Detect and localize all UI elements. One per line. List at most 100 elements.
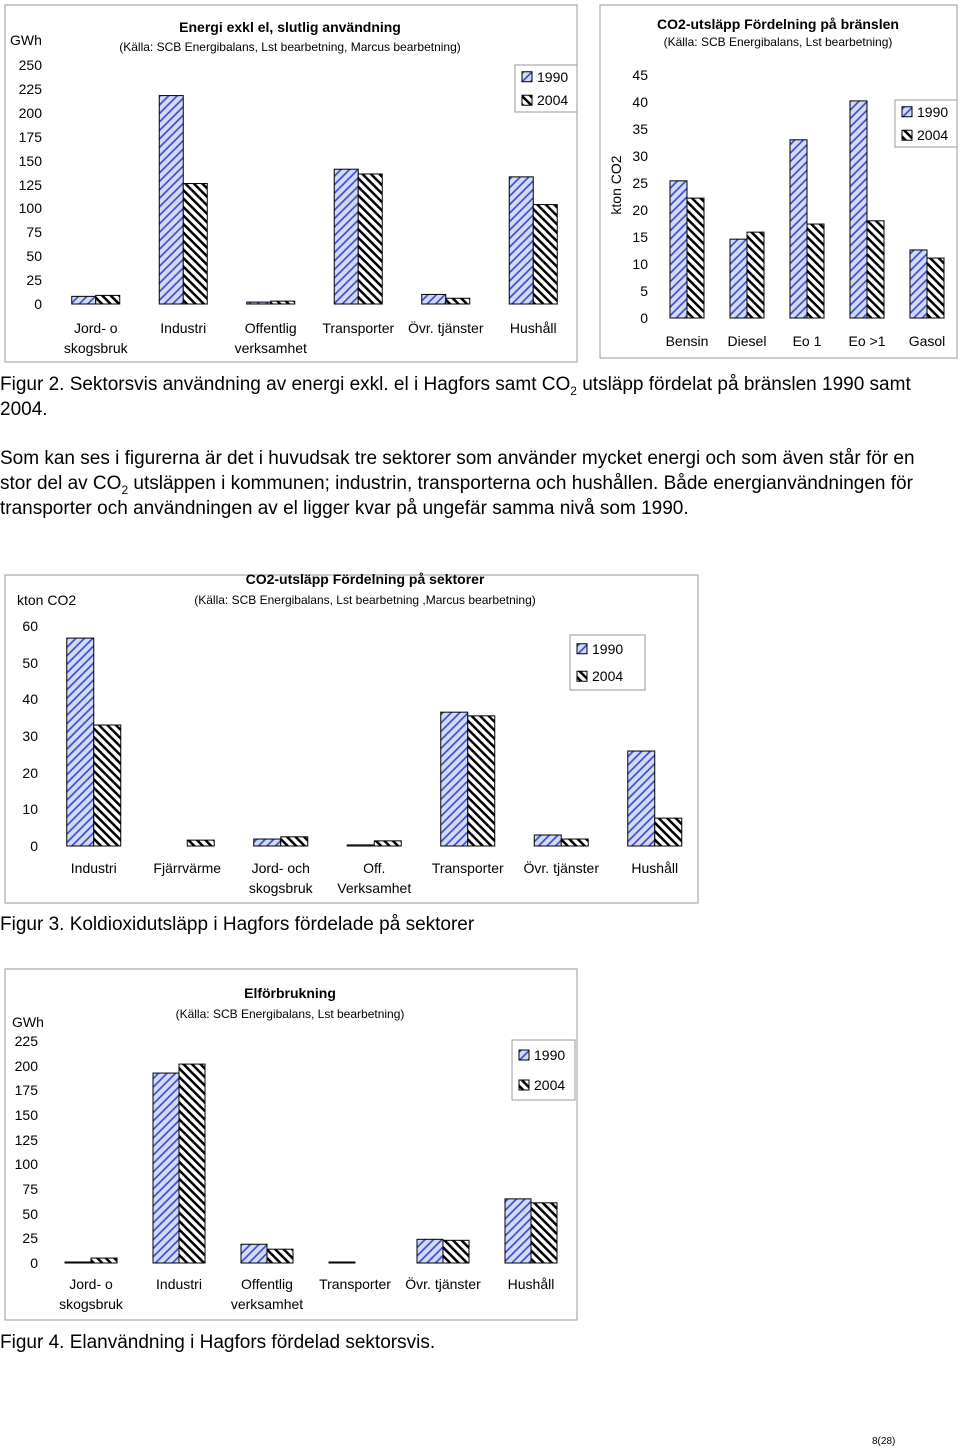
chart-subtitle: (Källa: SCB Energibalans, Lst bearbetnin…	[119, 40, 461, 54]
x-tick-label: Diesel	[727, 333, 767, 349]
chart-subtitle: (Källa: SCB Energibalans, Lst bearbetnin…	[194, 593, 536, 607]
y-tick-label: 45	[632, 67, 648, 83]
x-tick-label: Hushåll	[507, 1276, 555, 1292]
y-tick-label: 0	[34, 296, 42, 312]
x-tick-label: Transporter	[322, 320, 395, 336]
bar	[158, 95, 184, 305]
caption-text: utsläpp fördelat på bränslen 1990 samt 2…	[0, 374, 911, 420]
y-tick-label: 40	[632, 94, 648, 110]
y-tick-label: 35	[632, 121, 648, 137]
bar	[95, 294, 121, 305]
bar	[346, 844, 375, 847]
y-tick-label: 50	[26, 248, 42, 265]
bar	[357, 173, 383, 305]
chart-frame	[4, 574, 699, 904]
chart-frame	[599, 4, 958, 359]
bar	[152, 1072, 180, 1264]
y-tick-label: 200	[14, 1057, 38, 1074]
legend-swatch	[518, 1049, 530, 1061]
bar	[533, 834, 562, 847]
x-tick-label: Jord- o skogsbruk	[63, 320, 128, 356]
x-tick-label: Hushåll	[509, 320, 557, 336]
bar	[669, 180, 688, 319]
bar	[508, 176, 534, 305]
y-tick-label: 40	[22, 691, 38, 708]
y-tick-label: 225	[14, 1033, 38, 1049]
x-tick-label: Hushåll	[631, 860, 679, 876]
chart-subtitle: (Källa: SCB Energibalans, Lst bearbetnin…	[663, 35, 893, 49]
legend-label: 1990	[592, 640, 624, 657]
y-tick-label: 0	[30, 1255, 38, 1271]
bar	[266, 1248, 294, 1264]
bar	[421, 293, 447, 305]
bar	[328, 1261, 356, 1264]
y-tick-label: 10	[632, 256, 648, 272]
subscript: 2	[121, 482, 129, 497]
bar	[333, 168, 359, 305]
legend-label: 1990	[534, 1047, 566, 1063]
chart-title: Energi exkl el, slutlig användning	[179, 19, 401, 35]
y-tick-label: 50	[22, 1205, 38, 1222]
bar	[71, 295, 97, 305]
y-tick-label: 60	[22, 618, 38, 634]
bar	[240, 1243, 268, 1264]
bar	[654, 817, 683, 847]
x-tick-label: Jord- och skogsbruk	[248, 860, 313, 896]
x-tick-label: Fjärrvärme	[153, 860, 222, 876]
bar	[442, 1239, 470, 1264]
legend-label: 2004	[537, 92, 569, 109]
bar	[530, 1202, 558, 1264]
y-tick-label: 5	[640, 283, 648, 299]
y-tick-label: 20	[22, 764, 38, 781]
y-tick-label: 75	[22, 1181, 38, 1197]
x-tick-label: Eo 1	[792, 333, 822, 349]
y-tick-label: 100	[14, 1156, 38, 1173]
x-tick-label: Transporter	[319, 1276, 391, 1292]
bar	[64, 1261, 92, 1264]
y-tick-label: 175	[14, 1082, 38, 1099]
bar	[416, 1238, 444, 1264]
bar	[532, 204, 558, 305]
figure-caption: Figur 4. Elanvändning i Hagfors fördelad…	[0, 1332, 436, 1353]
legend-swatch	[521, 71, 533, 83]
x-tick-label: Bensin	[665, 333, 709, 349]
y-tick-label: 125	[14, 1131, 38, 1148]
x-tick-label: Gasol	[908, 333, 946, 349]
bar	[560, 838, 589, 847]
bar	[440, 711, 469, 847]
y-tick-label: 175	[18, 128, 42, 145]
bar	[445, 297, 471, 305]
legend-swatch	[576, 670, 588, 682]
bar	[90, 1257, 118, 1264]
x-tick-label: Offentlig verksamhet	[234, 320, 307, 356]
x-tick-label: Industri	[160, 320, 207, 336]
bar	[373, 840, 402, 847]
bar	[186, 839, 215, 847]
legend-swatch	[521, 94, 533, 106]
y-tick-label: 150	[14, 1107, 38, 1123]
x-tick-label: Övr. tjänster	[523, 860, 599, 876]
x-tick-label: Off. Verksamhet	[337, 860, 412, 896]
subscript: 2	[570, 383, 577, 398]
bar	[866, 220, 885, 319]
y-tick-label: 0	[30, 838, 38, 854]
bar	[66, 637, 95, 847]
x-tick-label: Transporter	[431, 860, 504, 876]
page-number: 8(28)	[872, 1436, 896, 1447]
legend-label: 1990	[917, 103, 949, 120]
chart-subtitle: (Källa: SCB Energibalans, Lst bearbetnin…	[175, 1007, 405, 1021]
legend-label: 1990	[537, 68, 569, 85]
y-tick-label: 30	[22, 728, 38, 744]
paragraph: Som kan ses i figurerna är det i huvudsa…	[0, 446, 945, 521]
legend-label: 2004	[917, 127, 949, 144]
x-tick-label: Offentlig verksamhet	[230, 1276, 304, 1312]
bar	[926, 257, 945, 319]
figure-caption: Figur 3. Koldioxidutsläpp i Hagfors förd…	[0, 914, 475, 935]
chart-title: CO2-utsläpp Fördelning på bränslen	[657, 16, 899, 32]
legend-swatch	[901, 106, 913, 118]
y-tick-label: 25	[632, 175, 648, 191]
bar	[467, 715, 496, 847]
bar	[182, 183, 208, 305]
bar	[729, 238, 748, 319]
